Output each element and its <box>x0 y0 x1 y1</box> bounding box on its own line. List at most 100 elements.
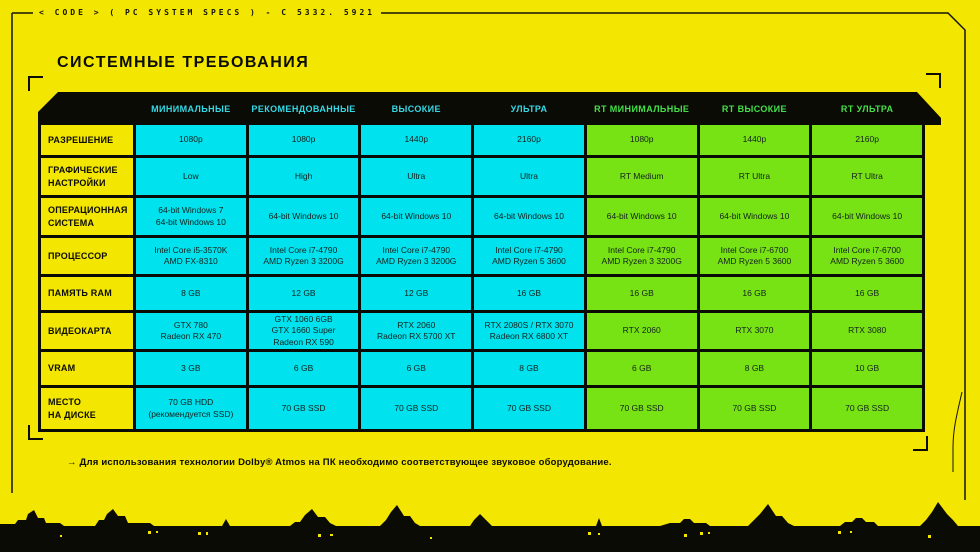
spec-cell-line: Radeon RX 470 <box>160 331 222 341</box>
row-label-line: ВИДЕОКАРТА <box>48 325 112 336</box>
spec-cell-line: RTX 2060 <box>397 319 436 330</box>
row-label: РАЗРЕШЕНИЕ <box>41 125 133 155</box>
spec-cell-line: Intel Core i7-4790 <box>269 244 338 255</box>
spec-cell: 2160p <box>812 125 922 155</box>
spec-cell-line: AMD Ryzen 3 3200G <box>601 256 682 266</box>
spec-cell: 8 GB <box>699 352 810 385</box>
spec-cell: GTX 780 Radeon RX 470 <box>136 313 246 349</box>
spec-cell-line: 12 GB <box>291 287 316 298</box>
spec-cell-line: RT Ultra <box>851 170 883 181</box>
spec-cell-line: RTX 3070 <box>735 325 774 336</box>
spec-cell: RT Medium <box>586 158 697 195</box>
spec-cell: 70 GB SSD <box>699 388 810 429</box>
spec-cell: 16 GB <box>474 277 584 310</box>
spec-cell: RTX 2060 Radeon RX 5700 XT <box>361 313 472 349</box>
spec-cell-line: 64-bit Windows 10 <box>494 210 564 221</box>
spec-cell-line: 12 GB <box>404 287 429 298</box>
row-label-line: ПАМЯТЬ RAM <box>48 288 112 299</box>
spec-cell-line: 64-bit Windows 10 <box>832 210 903 221</box>
row-label-line: ПРОЦЕССОР <box>48 250 108 261</box>
code-line-text: < CODE > ( PC SYSTEM SPECS ) - C 5332. 5… <box>39 8 376 17</box>
spec-cell: Ultra <box>361 158 472 195</box>
spec-cell-line: 6 GB <box>632 362 652 373</box>
spec-cell-line: 2160p <box>855 134 879 145</box>
spec-cell-line: Ultra <box>520 170 538 181</box>
table-header-row: МИНИМАЛЬНЫЕ РЕКОМЕНДОВАННЫЕ ВЫСОКИЕ УЛЬТРА R… <box>38 92 925 125</box>
table-body: РАЗРЕШЕНИЕ 1080p 1080p 1440p 2160p 1080p 1440p… <box>38 125 925 432</box>
spec-cell-line: 64-bit Windows 7 <box>158 205 224 216</box>
spec-cell-line: 8 GB <box>519 362 539 373</box>
spec-cell: 2160p <box>474 125 584 155</box>
spec-cell: High <box>248 158 359 195</box>
spec-cell: RTX 3080 <box>812 313 922 349</box>
spec-cell-line: 16 GB <box>629 287 654 298</box>
spec-cell-line: 70 GB SSD <box>507 402 551 413</box>
spec-cell-line: 1080p <box>179 134 203 145</box>
spec-cell-line: 3 GB <box>181 362 201 373</box>
spec-cell-line: RTX 2060 <box>622 325 661 336</box>
spec-cell-line: Intel Core i7-4790 <box>382 244 451 255</box>
spec-cell-line: (рекомендуется SSD) <box>148 408 234 419</box>
spec-cell-line: 64-bit Windows 10 <box>719 210 790 221</box>
spec-cell: 16 GB <box>812 277 922 310</box>
spec-cell-line: Intel Core i7-4790 <box>495 244 563 255</box>
spec-cell: 16 GB <box>699 277 810 310</box>
spec-cell-line: 70 GB SSD <box>845 402 890 413</box>
spec-cell: Intel Core i5-3570K AMD FX-8310 <box>136 238 246 274</box>
dolby-footnote: → Для использования технологии Dolby® At… <box>67 457 612 468</box>
row-label: ГРАФИЧЕСКИЕ НАСТРОЙКИ <box>41 158 133 195</box>
spec-cell-line: 70 GB SSD <box>281 402 326 413</box>
spec-cell: 64-bit Windows 10 <box>248 198 359 235</box>
row-label: ОПЕРАЦИОННАЯ СИСТЕМА <box>41 198 133 235</box>
spec-cell: 70 GB HDD (рекомендуется SSD) <box>136 388 246 429</box>
row-label: МЕСТО НА ДИСКЕ <box>41 388 133 429</box>
spec-cell: RTX 3070 <box>699 313 810 349</box>
spec-cell: 1440p <box>699 125 810 155</box>
row-label-line: ОПЕРАЦИОННАЯ <box>48 205 128 216</box>
spec-cell-line: Intel Core i5-3570K <box>154 244 228 255</box>
spec-cell: 64-bit Windows 10 <box>474 198 584 235</box>
table-header-bar: МИНИМАЛЬНЫЕ РЕКОМЕНДОВАННЫЕ ВЫСОКИЕ УЛЬТРА R… <box>38 92 941 125</box>
spec-cell-line: RT Medium <box>619 170 664 181</box>
spec-cell: 8 GB <box>136 277 246 310</box>
spec-cell-line: 16 GB <box>855 287 880 298</box>
spec-cell-line: High <box>294 170 313 181</box>
spec-cell: Intel Core i7-4790 AMD Ryzen 5 3600 <box>474 238 584 274</box>
spec-cell-line: 1080p <box>629 134 654 145</box>
spec-cell: Intel Core i7-6700 AMD Ryzen 5 3600 <box>699 238 810 274</box>
spec-cell-line: 1440p <box>404 134 429 145</box>
spec-cell: 64-bit Windows 10 <box>361 198 472 235</box>
spec-cell-line: 6 GB <box>293 362 314 373</box>
page-title: СИСТЕМНЫЕ ТРЕБОВАНИЯ <box>57 54 310 71</box>
spec-cell-line: 16 GB <box>516 287 542 298</box>
code-line: < CODE > ( PC SYSTEM SPECS ) - C 5332. 5… <box>33 6 382 20</box>
spec-cell: 1080p <box>136 125 246 155</box>
row-label: ВИДЕОКАРТА <box>41 313 133 349</box>
spec-cell: 6 GB <box>586 352 697 385</box>
spec-cell: 70 GB SSD <box>586 388 697 429</box>
spec-cell: RTX 2080S / RTX 3070 Radeon RX 6800 XT <box>474 313 584 349</box>
spec-cell-line: Radeon RX 5700 XT <box>377 331 456 341</box>
spec-cell-line: 10 GB <box>855 362 880 373</box>
spec-cell-line: AMD Ryzen 5 3600 <box>830 256 904 266</box>
spec-cell: 70 GB SSD <box>361 388 472 429</box>
column-header: RT ВЫСОКИЕ <box>721 103 787 114</box>
spec-cell: 6 GB <box>361 352 472 385</box>
row-label-line: VRAM <box>48 363 76 374</box>
spec-cell-line: Intel Core i7-4790 <box>607 244 676 255</box>
row-label-line: МЕСТО <box>48 397 82 408</box>
spec-cell: RT Ultra <box>812 158 922 195</box>
spec-cell: 16 GB <box>586 277 697 310</box>
bottom-skyline-decoration <box>0 502 980 552</box>
spec-cell-line: GTX 1660 Super <box>271 325 336 336</box>
row-label-line: НА ДИСКЕ <box>48 409 96 420</box>
corner-bracket-bottom-right-icon <box>913 436 928 451</box>
spec-cell-line: RTX 3080 <box>848 325 887 336</box>
row-label: ПРОЦЕССОР <box>41 238 133 274</box>
spec-cell: 1080p <box>248 125 359 155</box>
spec-cell-line: 70 GB SSD <box>394 402 439 413</box>
row-label-line: ГРАФИЧЕСКИЕ <box>48 165 118 176</box>
spec-cell: 6 GB <box>248 352 359 385</box>
corner-bracket-top-right-icon <box>926 73 941 88</box>
spec-cell: RTX 2060 <box>586 313 697 349</box>
